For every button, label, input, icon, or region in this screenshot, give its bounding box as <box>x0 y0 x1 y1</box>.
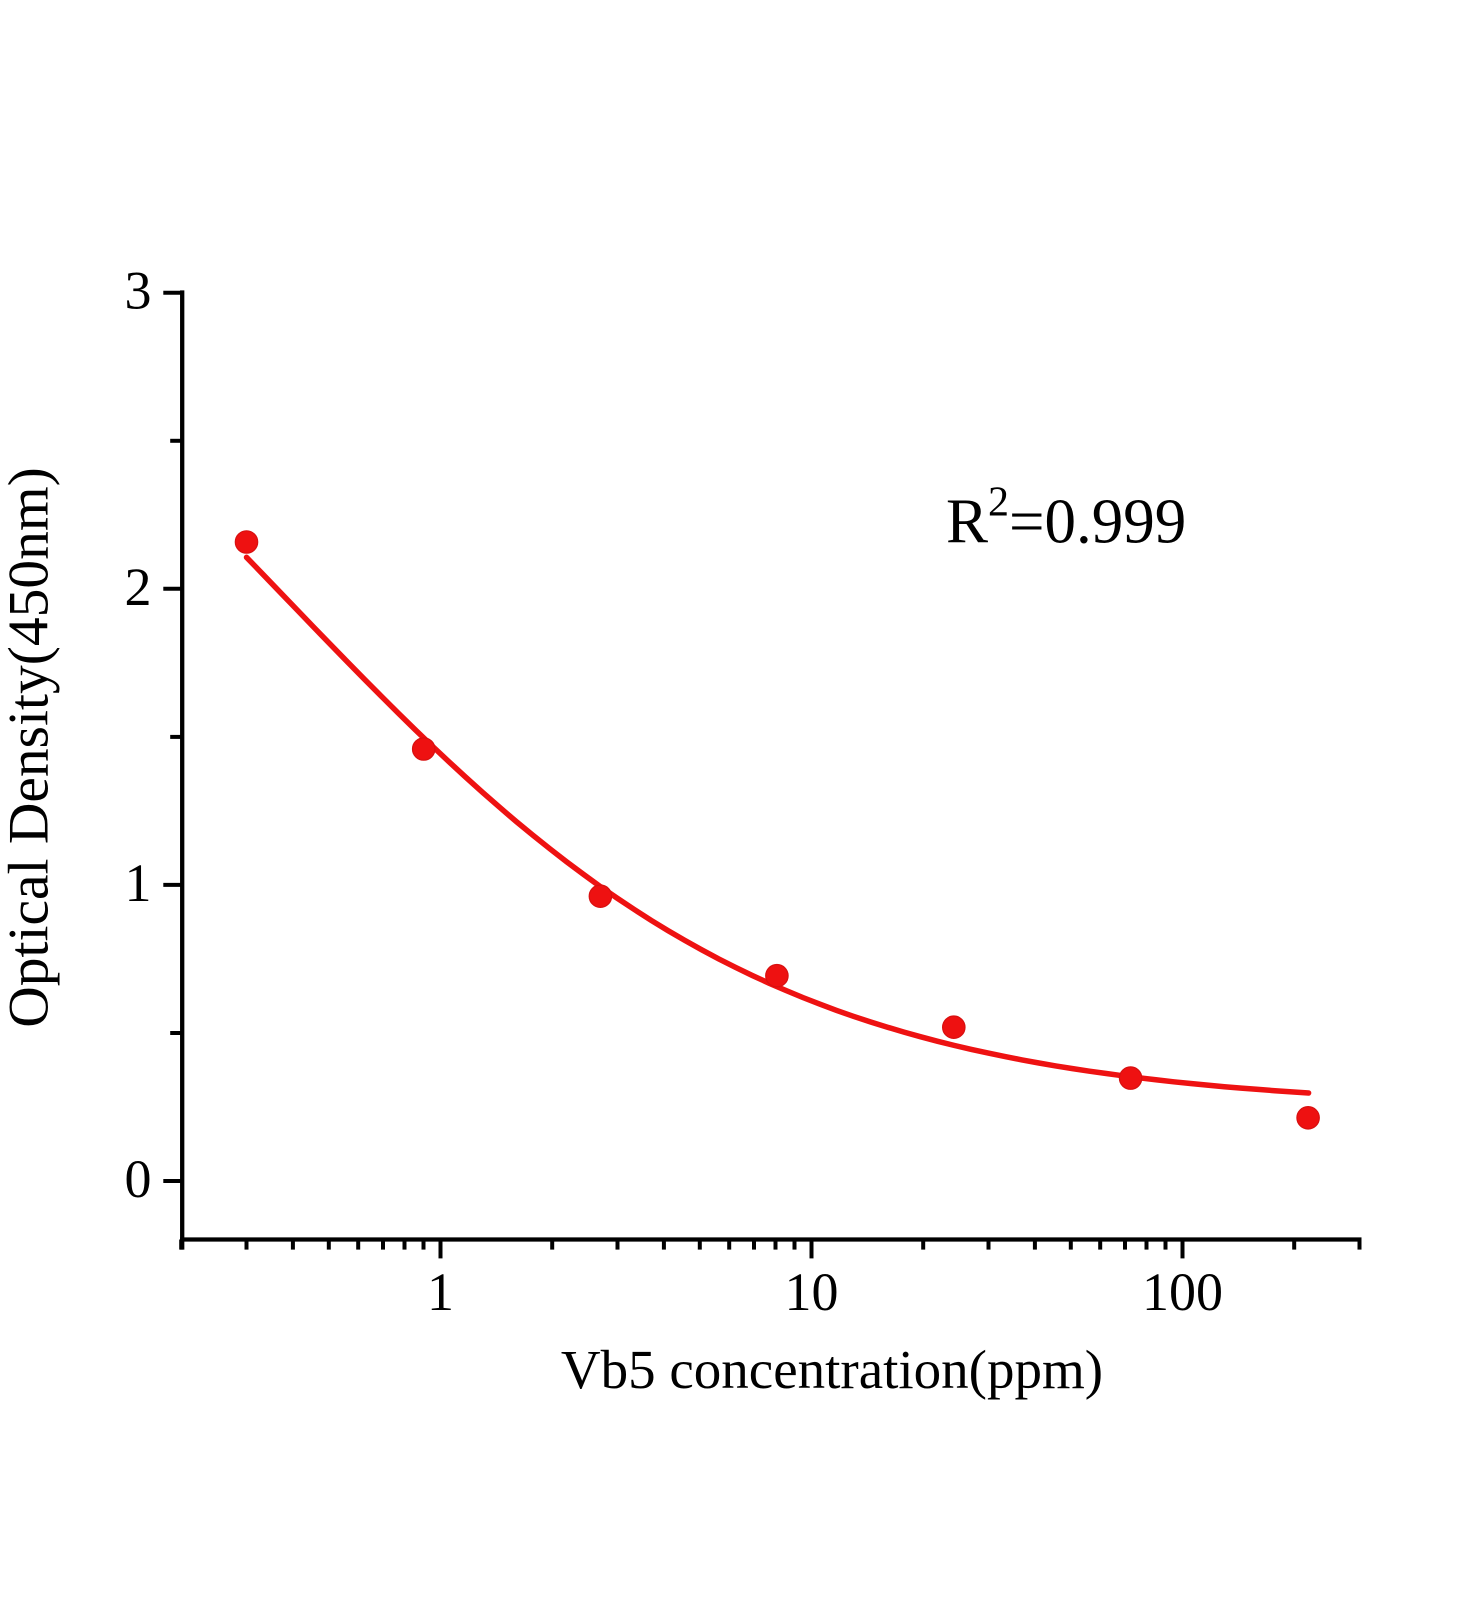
svg-text:3: 3 <box>125 261 152 321</box>
svg-text:1: 1 <box>427 1262 454 1322</box>
svg-text:1: 1 <box>125 853 152 913</box>
svg-text:Optical Density(450nm): Optical Density(450nm) <box>0 467 61 1028</box>
svg-text:R2=0.999: R2=0.999 <box>946 480 1186 557</box>
svg-text:Vb5 concentration(ppm): Vb5 concentration(ppm) <box>561 1339 1103 1400</box>
svg-text:2: 2 <box>125 557 152 617</box>
svg-text:10: 10 <box>785 1262 839 1322</box>
svg-text:100: 100 <box>1142 1262 1223 1322</box>
svg-text:0: 0 <box>125 1149 152 1209</box>
